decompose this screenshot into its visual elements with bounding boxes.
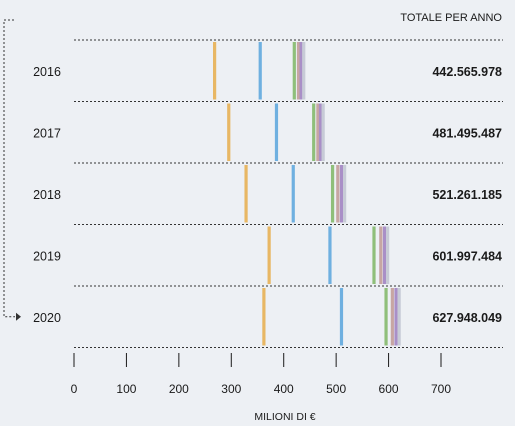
year-label: 2020	[33, 311, 61, 325]
x-tick-label: 400	[274, 382, 294, 396]
arrow-icon	[16, 312, 21, 321]
marker	[372, 226, 376, 284]
row-2016: 2016 442.565.978	[33, 42, 503, 102]
marker	[382, 226, 387, 284]
total-value: 481.495.487	[432, 126, 502, 140]
marker	[302, 42, 306, 100]
marker	[227, 103, 231, 161]
marker	[330, 165, 335, 223]
marker	[292, 42, 296, 100]
row-2018: 2018 521.261.185	[33, 165, 503, 225]
marker	[386, 226, 390, 284]
marker	[318, 103, 323, 161]
marker	[291, 165, 295, 223]
marker	[244, 165, 248, 223]
marker	[379, 226, 383, 284]
marker	[274, 103, 279, 161]
marker	[262, 288, 266, 346]
marker	[258, 42, 262, 100]
year-label: 2019	[33, 249, 61, 263]
total-value: 627.948.049	[432, 311, 502, 325]
rows: 2016 442.565.978 2017 481.495.487 2018 521.26…	[3, 19, 503, 348]
marker	[339, 165, 344, 223]
row-2017: 2017 481.495.487	[33, 103, 503, 164]
x-tick-label: 200	[169, 382, 189, 396]
x-axis-label: MILIONI DI €	[254, 411, 315, 423]
marker	[336, 165, 340, 223]
header-label: TOTALE PER ANNO	[400, 12, 502, 24]
x-axis: 0 100 200 300 400 500 600 700	[71, 353, 451, 396]
year-label: 2017	[33, 126, 61, 140]
x-tick-label: 600	[379, 382, 399, 396]
marker	[299, 42, 303, 100]
marker	[321, 103, 325, 161]
total-value: 601.997.484	[432, 249, 502, 263]
marker	[394, 288, 398, 346]
marker	[343, 165, 347, 223]
marker	[316, 103, 320, 161]
row-2019: 2019 601.997.484	[33, 226, 503, 287]
marker	[296, 42, 301, 100]
marker	[339, 288, 344, 346]
marker	[397, 288, 401, 346]
marker	[390, 288, 394, 346]
marker	[312, 103, 316, 161]
year-label: 2018	[33, 188, 61, 202]
x-tick-label: 0	[71, 382, 78, 396]
marker	[267, 226, 271, 284]
row-2020: 2020 627.948.049	[33, 288, 503, 348]
x-tick-label: 100	[116, 382, 136, 396]
x-tick-label: 500	[326, 382, 346, 396]
total-value: 521.261.185	[432, 188, 502, 202]
year-label: 2016	[33, 65, 61, 79]
marker	[213, 42, 217, 100]
bracket-connector	[3, 19, 15, 318]
marker	[328, 226, 332, 284]
x-tick-label: 300	[221, 382, 241, 396]
total-value: 442.565.978	[432, 65, 502, 79]
marker	[384, 288, 388, 346]
x-tick-label: 700	[431, 382, 451, 396]
